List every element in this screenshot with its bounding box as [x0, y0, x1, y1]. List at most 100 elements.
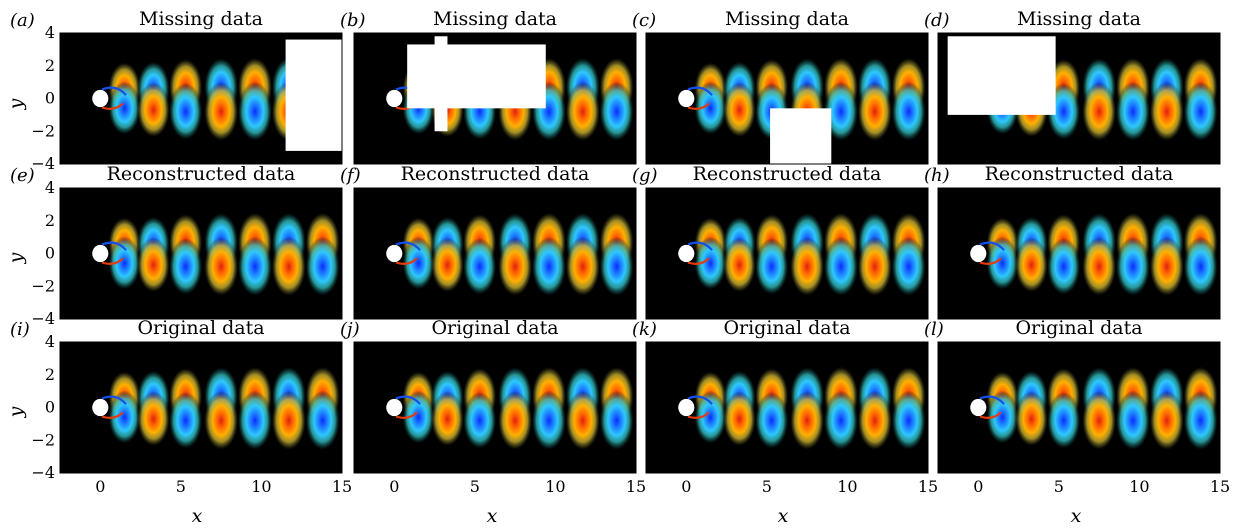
- upper-shear-layer: [979, 241, 1005, 251]
- panel-label: (f): [340, 165, 361, 186]
- y-tick-label: −4: [31, 309, 55, 328]
- negative-vortex: [531, 236, 567, 297]
- panel-label: (j): [340, 319, 360, 340]
- positive-vortex: [565, 81, 601, 142]
- x-tick-label: 5: [470, 477, 480, 496]
- vorticity-field: [970, 366, 1218, 451]
- negative-vortex: [462, 392, 497, 450]
- lower-shear-layer: [687, 102, 710, 110]
- cylinder: [92, 89, 109, 108]
- y-tick-label: 2: [45, 365, 55, 384]
- lower-shear-layer: [979, 257, 1002, 265]
- x-label-col3: x: [778, 505, 789, 527]
- missing-data-mask: [407, 44, 546, 109]
- cylinder: [678, 398, 695, 417]
- positive-vortex: [497, 236, 533, 297]
- negative-vortex: [168, 238, 203, 296]
- negative-vortex: [108, 390, 141, 445]
- panel: (d) Missing data: [924, 8, 1221, 165]
- lower-shear-layer: [101, 102, 124, 110]
- cylinder: [678, 89, 695, 108]
- x-tick-label: 10: [251, 477, 271, 496]
- negative-vortex: [402, 390, 435, 445]
- negative-vortex: [108, 81, 141, 136]
- cylinder: [678, 244, 695, 263]
- positive-vortex: [136, 237, 170, 293]
- negative-vortex: [305, 236, 340, 297]
- positive-vortex: [136, 82, 170, 138]
- positive-vortex: [789, 236, 825, 297]
- x-label-col1: x: [192, 505, 203, 527]
- panel-label: (e): [10, 165, 35, 186]
- cylinder: [92, 398, 109, 417]
- upper-shear-layer: [687, 86, 713, 96]
- negative-vortex: [168, 392, 203, 450]
- y-tick-label: 0: [45, 244, 55, 263]
- negative-vortex: [986, 236, 1019, 291]
- negative-vortex: [305, 390, 340, 451]
- x-tick-label: 0: [95, 477, 105, 496]
- lower-shear-layer: [687, 411, 710, 419]
- vorticity-field: [678, 212, 926, 297]
- lower-shear-layer: [395, 257, 418, 265]
- positive-vortex: [857, 81, 893, 142]
- y-tick-label: 0: [45, 398, 55, 417]
- panel: 0 5 10 15 (l) Original data: [924, 317, 1230, 496]
- y-tick-label: −4: [31, 154, 55, 173]
- panel-label: (c): [632, 10, 656, 31]
- cylinder: [386, 244, 403, 263]
- cylinder: [970, 244, 987, 263]
- upper-shear-layer: [979, 395, 1005, 405]
- positive-vortex: [203, 390, 239, 451]
- positive-vortex: [1149, 81, 1185, 142]
- upper-shear-layer: [101, 86, 127, 96]
- negative-vortex: [168, 83, 203, 141]
- lower-shear-layer: [979, 411, 1002, 419]
- positive-vortex: [430, 391, 464, 447]
- x-tick-label: 5: [762, 477, 772, 496]
- positive-vortex: [497, 390, 533, 451]
- upper-shear-layer: [101, 241, 127, 251]
- negative-vortex: [891, 390, 926, 451]
- x-tick-label: 10: [545, 477, 565, 496]
- cylinder: [970, 398, 987, 417]
- panel-title: Original data: [431, 317, 558, 339]
- positive-vortex: [857, 236, 893, 297]
- y-label-row1: y: [5, 98, 27, 110]
- vorticity-field: [970, 212, 1218, 297]
- x-tick-label: 0: [973, 477, 983, 496]
- negative-vortex: [1115, 390, 1151, 451]
- negative-vortex: [891, 236, 926, 297]
- panel-title: Reconstructed data: [985, 163, 1174, 185]
- panel: (b) Missing data: [340, 8, 637, 165]
- negative-vortex: [599, 390, 634, 451]
- cylinder: [386, 89, 403, 108]
- positive-vortex: [1081, 236, 1117, 297]
- panel-title: Missing data: [433, 8, 557, 30]
- panel: 4 2 0 −2 −4 (e) Reconstructed data: [10, 163, 343, 328]
- negative-vortex: [1183, 81, 1218, 142]
- negative-vortex: [1115, 236, 1151, 297]
- negative-vortex: [823, 390, 859, 451]
- negative-vortex: [986, 390, 1019, 445]
- negative-vortex: [694, 81, 727, 136]
- positive-vortex: [1014, 391, 1048, 447]
- vorticity-field: [678, 366, 926, 451]
- panel: (h) Reconstructed data: [924, 163, 1221, 320]
- y-tick-label: −2: [31, 430, 55, 449]
- upper-shear-layer: [395, 241, 421, 251]
- panel-label: (b): [340, 10, 366, 31]
- missing-data-mask: [770, 108, 832, 164]
- panel-title: Missing data: [139, 8, 263, 30]
- positive-vortex: [789, 390, 825, 451]
- x-tick-label: 10: [837, 477, 857, 496]
- negative-vortex: [531, 390, 567, 451]
- upper-shear-layer: [101, 395, 127, 405]
- negative-vortex: [599, 81, 634, 142]
- x-tick-label: 0: [681, 477, 691, 496]
- positive-vortex: [565, 390, 601, 451]
- negative-vortex: [237, 236, 273, 297]
- lower-shear-layer: [395, 411, 418, 419]
- panel: (f) Reconstructed data: [340, 163, 637, 320]
- panel-label: (i): [10, 319, 30, 340]
